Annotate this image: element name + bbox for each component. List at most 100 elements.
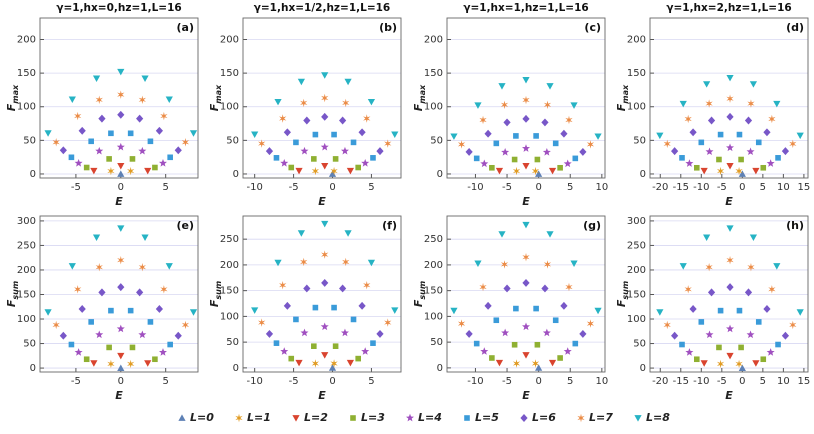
point bbox=[512, 166, 521, 176]
y-tick-label: 150 bbox=[627, 289, 646, 300]
point bbox=[144, 360, 152, 367]
point bbox=[679, 341, 685, 348]
point bbox=[684, 114, 692, 124]
point bbox=[450, 133, 458, 140]
point bbox=[117, 90, 125, 99]
point bbox=[698, 139, 705, 146]
point bbox=[543, 100, 552, 109]
point bbox=[280, 159, 289, 167]
point bbox=[117, 352, 125, 360]
point bbox=[358, 301, 366, 310]
point bbox=[726, 112, 734, 121]
x-tick-label: -10 bbox=[467, 376, 483, 387]
point bbox=[328, 170, 337, 177]
point bbox=[484, 301, 492, 310]
point bbox=[344, 78, 352, 86]
y-tick-label: 50 bbox=[226, 337, 239, 348]
point bbox=[68, 154, 75, 161]
point bbox=[68, 263, 76, 270]
point bbox=[705, 99, 713, 108]
point bbox=[760, 164, 767, 171]
point bbox=[671, 147, 679, 156]
x-tick-label: -5 bbox=[717, 376, 727, 387]
point bbox=[716, 359, 725, 369]
x-tick-label: 10 bbox=[777, 376, 790, 387]
frame bbox=[39, 215, 199, 373]
y-tick-label: 250 bbox=[424, 234, 443, 245]
point bbox=[297, 230, 305, 237]
point bbox=[332, 343, 339, 350]
point bbox=[346, 167, 355, 175]
y-tick-label: 150 bbox=[220, 68, 239, 79]
point bbox=[98, 114, 106, 123]
point bbox=[498, 231, 506, 238]
point bbox=[160, 111, 168, 121]
point bbox=[736, 307, 743, 314]
panel-label: (g) bbox=[583, 219, 601, 232]
panel: 0 50 100 150 200 250 -10 -5 0 5 10 (g) E Fsum bbox=[412, 215, 608, 402]
point bbox=[511, 341, 518, 348]
point bbox=[663, 320, 671, 330]
y-tick-label: 200 bbox=[17, 265, 36, 276]
point bbox=[565, 115, 573, 125]
point bbox=[293, 316, 299, 323]
point bbox=[744, 288, 753, 297]
frame bbox=[242, 215, 402, 373]
point bbox=[534, 341, 541, 348]
legend-label: L=5 bbox=[475, 411, 499, 424]
point bbox=[703, 81, 711, 88]
point bbox=[656, 309, 664, 316]
y-tick-label: 150 bbox=[424, 286, 443, 297]
point bbox=[117, 163, 125, 170]
y-tick-label: 200 bbox=[424, 35, 443, 46]
point bbox=[83, 356, 90, 363]
point bbox=[522, 278, 530, 287]
point bbox=[746, 147, 755, 156]
point bbox=[95, 146, 104, 155]
point bbox=[312, 304, 319, 311]
point bbox=[350, 139, 357, 146]
point bbox=[755, 319, 762, 325]
y-tick-label: 100 bbox=[17, 314, 36, 325]
point bbox=[155, 126, 163, 135]
y-tick-label: 100 bbox=[220, 311, 239, 322]
point bbox=[95, 95, 103, 105]
point bbox=[679, 263, 687, 270]
point bbox=[355, 355, 361, 362]
point bbox=[760, 356, 767, 363]
y-axis-label-sub: sum bbox=[11, 281, 20, 300]
point bbox=[106, 344, 112, 351]
point bbox=[763, 128, 771, 137]
point bbox=[726, 163, 734, 170]
point bbox=[450, 307, 458, 315]
point bbox=[95, 262, 103, 272]
legend-label: L=2 bbox=[304, 411, 328, 424]
point bbox=[511, 156, 518, 163]
point bbox=[684, 285, 692, 294]
point bbox=[501, 328, 510, 337]
point bbox=[738, 344, 744, 351]
y-tick-label: 50 bbox=[633, 135, 646, 146]
point bbox=[68, 341, 75, 348]
legend-label: L=1 bbox=[247, 411, 271, 424]
y-axis-label: Fmax bbox=[208, 84, 223, 111]
panel-label: (h) bbox=[786, 219, 804, 232]
point bbox=[106, 156, 112, 162]
point bbox=[671, 331, 679, 340]
point bbox=[300, 98, 308, 108]
point bbox=[129, 156, 136, 162]
point bbox=[480, 159, 489, 168]
point bbox=[563, 347, 572, 355]
point bbox=[116, 142, 125, 151]
x-tick-label: -5 bbox=[502, 376, 512, 387]
point bbox=[92, 75, 101, 83]
legend-marker bbox=[235, 413, 243, 423]
point bbox=[44, 309, 52, 316]
x-tick-label: 0 bbox=[535, 376, 541, 387]
point bbox=[543, 260, 552, 269]
point bbox=[280, 347, 289, 355]
x-tick-label: 0 bbox=[329, 376, 335, 387]
y-axis-label: Fsum bbox=[412, 281, 427, 307]
x-tick-label: 0 bbox=[739, 376, 745, 387]
y-tick-label: 0 bbox=[640, 169, 646, 180]
